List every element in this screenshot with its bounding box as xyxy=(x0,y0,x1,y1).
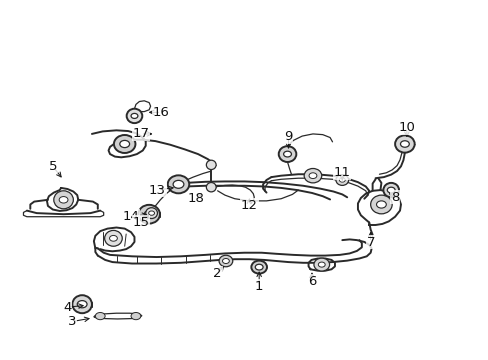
Circle shape xyxy=(283,151,291,157)
Text: 18: 18 xyxy=(187,192,203,205)
Circle shape xyxy=(109,235,117,241)
Ellipse shape xyxy=(370,195,391,214)
Ellipse shape xyxy=(131,312,141,320)
Circle shape xyxy=(255,264,263,270)
Ellipse shape xyxy=(383,183,398,197)
Ellipse shape xyxy=(54,191,73,209)
Ellipse shape xyxy=(206,160,216,170)
Ellipse shape xyxy=(206,183,216,192)
Circle shape xyxy=(144,211,154,218)
Text: 16: 16 xyxy=(153,106,169,119)
Ellipse shape xyxy=(394,135,414,153)
Circle shape xyxy=(318,262,325,267)
Text: 12: 12 xyxy=(241,199,257,212)
Text: 8: 8 xyxy=(390,191,399,204)
Ellipse shape xyxy=(335,175,348,185)
Text: 4: 4 xyxy=(63,301,72,314)
Text: 1: 1 xyxy=(254,280,263,293)
Circle shape xyxy=(131,113,138,118)
Ellipse shape xyxy=(114,135,135,153)
Ellipse shape xyxy=(138,205,160,224)
Circle shape xyxy=(308,173,316,179)
Ellipse shape xyxy=(126,109,142,123)
Text: 11: 11 xyxy=(333,166,350,179)
Circle shape xyxy=(386,187,394,193)
Ellipse shape xyxy=(95,312,105,320)
Ellipse shape xyxy=(167,175,189,193)
Ellipse shape xyxy=(251,261,266,274)
Ellipse shape xyxy=(304,168,321,183)
Text: 10: 10 xyxy=(398,121,414,134)
Circle shape xyxy=(77,301,87,308)
Ellipse shape xyxy=(145,208,157,219)
Circle shape xyxy=(173,180,183,188)
Circle shape xyxy=(400,141,408,147)
Circle shape xyxy=(120,140,129,148)
Text: 14: 14 xyxy=(122,210,139,222)
Circle shape xyxy=(376,201,386,208)
Text: 13: 13 xyxy=(149,184,165,197)
Text: 3: 3 xyxy=(68,315,77,328)
Text: 7: 7 xyxy=(366,236,374,249)
Ellipse shape xyxy=(72,295,92,313)
Ellipse shape xyxy=(313,258,329,271)
Ellipse shape xyxy=(104,230,122,246)
Text: 6: 6 xyxy=(307,275,316,288)
Text: 2: 2 xyxy=(213,267,222,280)
Circle shape xyxy=(222,258,229,264)
Text: 5: 5 xyxy=(48,160,57,173)
Circle shape xyxy=(339,178,345,182)
Text: 15: 15 xyxy=(132,216,149,229)
Text: 9: 9 xyxy=(284,130,292,143)
Circle shape xyxy=(148,211,154,215)
Circle shape xyxy=(59,197,68,203)
Ellipse shape xyxy=(219,255,232,267)
Ellipse shape xyxy=(278,146,296,162)
Text: 17: 17 xyxy=(132,127,149,140)
